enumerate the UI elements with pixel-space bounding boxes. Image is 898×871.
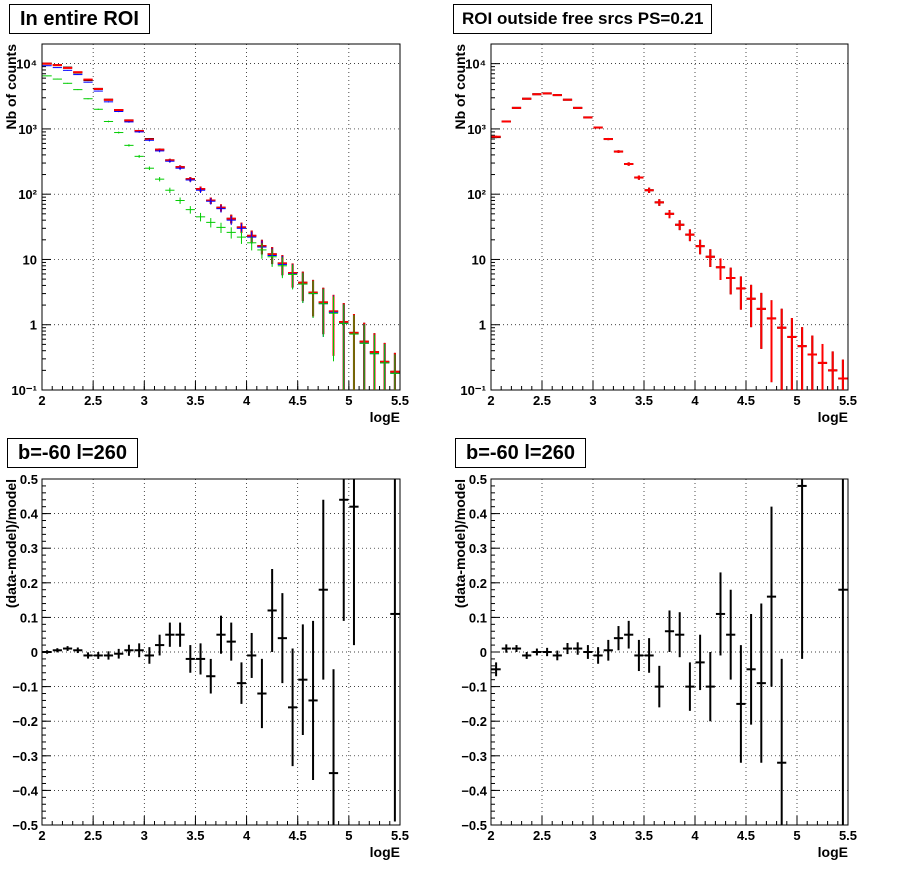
panel-1-x-tick-label: 5.5 bbox=[391, 393, 409, 408]
panel-3-y-axis-label: (data-model)/model bbox=[3, 479, 19, 608]
panel-4-y-tick-label: 0.2 bbox=[469, 576, 487, 591]
panel-4-y-axis-label: (data-model)/model bbox=[452, 479, 468, 608]
panel-4-y-tick-label: 0.5 bbox=[469, 472, 487, 487]
panel-3-y-tick-label: −0.3 bbox=[12, 749, 38, 764]
panel-3-x-tick-label: 3.5 bbox=[186, 828, 204, 843]
panel-3-y-tick-label: 0 bbox=[31, 645, 38, 660]
panel-4-x-tick-label: 2.5 bbox=[533, 828, 551, 843]
panel-1-y-tick-label: 10 bbox=[23, 252, 37, 267]
panel-3-x-tick-label: 5.5 bbox=[391, 828, 409, 843]
panel-3-title: b=-60 l=260 bbox=[7, 438, 138, 468]
panel-2-y-tick-label: 10 bbox=[472, 252, 486, 267]
panel-1-x-axis-label: logE bbox=[370, 409, 400, 425]
panel-1-y-tick-label: 10⁴ bbox=[16, 57, 37, 72]
panel-4-y-tick-label: 0 bbox=[480, 645, 487, 660]
panel-2-x-tick-label: 2 bbox=[487, 393, 494, 408]
panel-4-x-tick-label: 5.5 bbox=[839, 828, 857, 843]
panel-4-y-tick-label: −0.4 bbox=[461, 783, 487, 798]
panel-3-x-tick-label: 3 bbox=[141, 828, 148, 843]
panel-3-x-axis-label: logE bbox=[370, 844, 400, 860]
panel-2-x-tick-label: 4 bbox=[691, 393, 699, 408]
panel-1-x-tick-label: 3 bbox=[141, 393, 148, 408]
panel-4-x-axis-label: logE bbox=[818, 844, 848, 860]
panel-4-x-tick-label: 4 bbox=[691, 828, 699, 843]
panel-1-y-tick-label: 10³ bbox=[18, 122, 37, 137]
panel-3-x-tick-label: 2 bbox=[38, 828, 45, 843]
panel-1-y-tick-label: 1 bbox=[30, 318, 37, 333]
panel-4-y-tick-label: 0.1 bbox=[469, 610, 487, 625]
panel-3-y-tick-label: 0.4 bbox=[20, 507, 39, 522]
panel-4-y-tick-label: −0.5 bbox=[461, 818, 487, 833]
panel-2-title: ROI outside free srcs PS=0.21 bbox=[453, 4, 713, 34]
panel-3-y-tick-label: 0.1 bbox=[20, 610, 38, 625]
panel-3-y-tick-label: −0.2 bbox=[12, 714, 38, 729]
panel-4-y-tick-label: −0.2 bbox=[461, 714, 487, 729]
panel-2-y-tick-label: 10⁴ bbox=[465, 57, 486, 72]
panel-1-x-tick-label: 3.5 bbox=[186, 393, 204, 408]
panel-1-y-axis-label: Nb of counts bbox=[3, 44, 19, 130]
panel-2-y-tick-label: 10⁻¹ bbox=[460, 383, 486, 398]
panel-1-x-tick-label: 2 bbox=[38, 393, 45, 408]
panel-1-x-tick-label: 4 bbox=[243, 393, 251, 408]
panel-2-x-axis-label: logE bbox=[818, 409, 848, 425]
panel-2-y-tick-label: 1 bbox=[479, 318, 486, 333]
panel-3-y-tick-label: −0.4 bbox=[12, 783, 38, 798]
panel-4-y-tick-label: −0.1 bbox=[461, 680, 487, 695]
panel-3-y-tick-label: 0.2 bbox=[20, 576, 38, 591]
panel-1-x-tick-label: 5 bbox=[345, 393, 352, 408]
panel-4-y-tick-label: 0.4 bbox=[469, 507, 488, 522]
panel-2-x-tick-label: 3.5 bbox=[635, 393, 653, 408]
panel-3-y-tick-label: −0.5 bbox=[12, 818, 38, 833]
panel-2-x-tick-label: 4.5 bbox=[737, 393, 755, 408]
panel-1-frame bbox=[41, 43, 401, 391]
panel-3-y-tick-label: 0.5 bbox=[20, 472, 38, 487]
panel-3-x-tick-label: 5 bbox=[345, 828, 352, 843]
panel-4-y-tick-label: −0.3 bbox=[461, 749, 487, 764]
panel-2-y-tick-label: 10³ bbox=[467, 122, 486, 137]
panel-2-x-tick-label: 2.5 bbox=[533, 393, 551, 408]
panel-1-x-tick-label: 2.5 bbox=[84, 393, 102, 408]
panel-3-x-tick-label: 4.5 bbox=[289, 828, 307, 843]
panel-4-x-tick-label: 4.5 bbox=[737, 828, 755, 843]
panel-3-y-tick-label: 0.3 bbox=[20, 541, 38, 556]
panel-3-y-tick-label: −0.1 bbox=[12, 680, 38, 695]
panel-2-x-tick-label: 5 bbox=[793, 393, 800, 408]
panel-1-y-tick-label: 10² bbox=[18, 187, 37, 202]
panel-4-x-tick-label: 2 bbox=[487, 828, 494, 843]
panel-1-title: In entire ROI bbox=[9, 4, 150, 34]
panel-2-x-tick-label: 5.5 bbox=[839, 393, 857, 408]
panel-1-y-tick-label: 10⁻¹ bbox=[11, 383, 37, 398]
panel-3-x-tick-label: 4 bbox=[243, 828, 251, 843]
panel-4-x-tick-label: 3 bbox=[589, 828, 596, 843]
panel-3-x-tick-label: 2.5 bbox=[84, 828, 102, 843]
panel-2-y-tick-label: 10² bbox=[467, 187, 486, 202]
panel-4-y-tick-label: 0.3 bbox=[469, 541, 487, 556]
panel-4-x-tick-label: 5 bbox=[793, 828, 800, 843]
panel-2-y-axis-label: Nb of counts bbox=[452, 44, 468, 130]
panel-4-x-tick-label: 3.5 bbox=[635, 828, 653, 843]
panel-2-x-tick-label: 3 bbox=[589, 393, 596, 408]
panel-1-x-tick-label: 4.5 bbox=[289, 393, 307, 408]
panel-4-title: b=-60 l=260 bbox=[455, 438, 586, 468]
